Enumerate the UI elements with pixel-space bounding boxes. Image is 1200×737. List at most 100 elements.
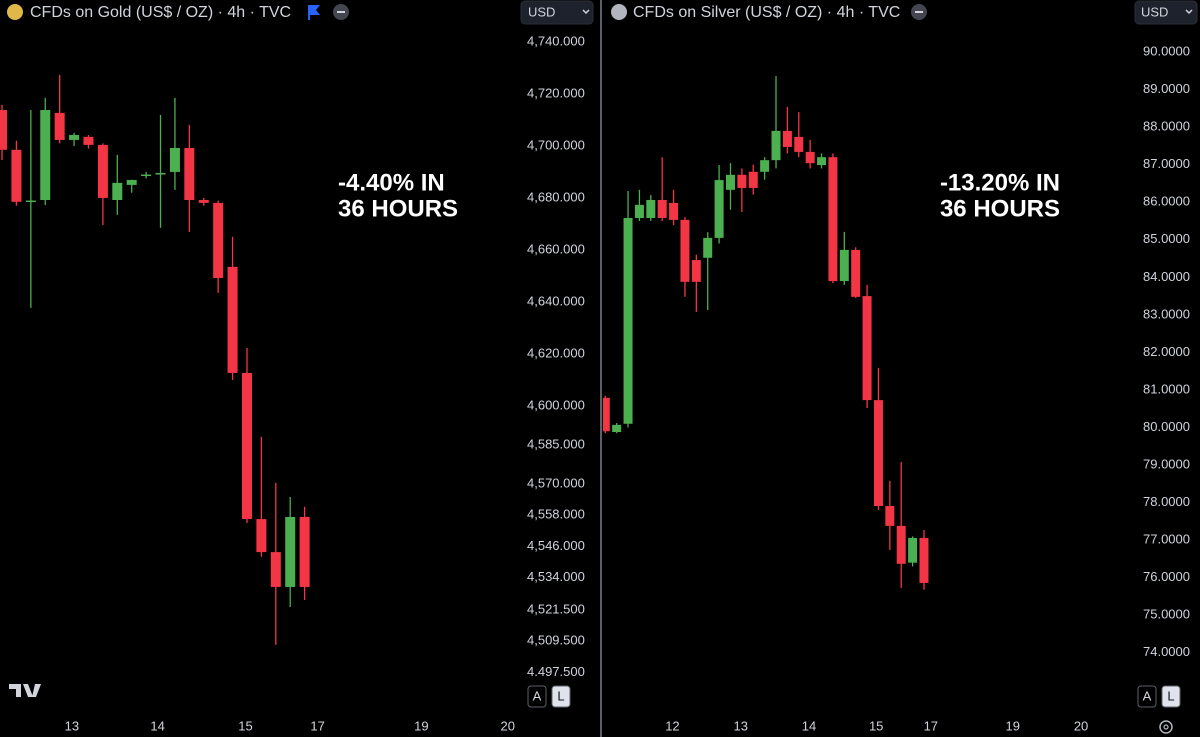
dropdown-chevron	[1185, 9, 1193, 15]
x-tick-label: 17	[310, 718, 324, 733]
candle-body	[817, 157, 827, 166]
y-tick-label: 84.0000	[1143, 269, 1190, 284]
scale-button-label: A	[1143, 688, 1152, 703]
candle-body	[782, 130, 792, 148]
panel-divider	[600, 0, 602, 737]
candle-body	[69, 134, 80, 140]
y-tick-label: 77.0000	[1143, 532, 1190, 547]
x-tick-label: 14	[802, 718, 816, 733]
y-tick-label: 88.0000	[1143, 119, 1190, 134]
y-tick-label: 81.0000	[1143, 381, 1190, 396]
x-tick-label: 14	[150, 718, 164, 733]
x-tick-label: 15	[869, 718, 883, 733]
candle-body	[862, 296, 872, 401]
candle-body	[126, 179, 137, 185]
candle-body	[40, 110, 51, 201]
y-tick-label: 4,620.000	[527, 345, 585, 360]
annotation: -4.40% IN	[338, 169, 445, 196]
annotation: -13.20% IN	[940, 169, 1060, 196]
y-tick-label: 78.0000	[1143, 494, 1190, 509]
candle-body	[657, 199, 667, 218]
candle-body	[603, 397, 610, 432]
y-tick-label: 4,700.000	[527, 137, 585, 152]
y-tick-label: 4,600.000	[527, 397, 585, 412]
collapse-icon	[915, 11, 923, 13]
currency-dropdown[interactable]	[1134, 0, 1198, 25]
tradingview-logo	[9, 684, 41, 697]
y-tick-label: 4,585.000	[527, 436, 585, 451]
x-tick-label: 13	[733, 718, 747, 733]
candle-body	[771, 130, 781, 161]
y-tick-label: 4,497.500	[527, 664, 585, 679]
y-tick-label: 4,660.000	[527, 241, 585, 256]
candle-body	[184, 147, 195, 201]
candles	[603, 76, 929, 590]
y-tick-label: 4,558.000	[527, 507, 585, 522]
candle-body	[285, 516, 296, 587]
candle-body	[623, 217, 633, 424]
x-tick-label: 20	[501, 718, 515, 733]
y-tick-label: 4,680.000	[527, 189, 585, 204]
candle-body	[141, 174, 152, 177]
y-tick-label: 76.0000	[1143, 569, 1190, 584]
candle-body	[299, 516, 310, 587]
x-tick-label: 19	[414, 718, 428, 733]
candle-body	[634, 204, 644, 218]
candle-body	[691, 260, 701, 282]
x-tick-label: 12	[665, 718, 679, 733]
y-tick-label: 87.0000	[1143, 156, 1190, 171]
candle-body	[714, 180, 724, 238]
price-axis: 4,740.000 4,720.000 4,700.000 4,680.000 4,66…	[515, 33, 585, 679]
candle-body	[669, 202, 679, 220]
candle-body	[794, 136, 804, 152]
y-tick-label: 89.0000	[1143, 81, 1190, 96]
candle-body	[851, 249, 861, 297]
scale-button-label: A	[533, 688, 542, 703]
y-tick-label: 90.0000	[1143, 43, 1190, 58]
candle-body	[760, 160, 770, 172]
candle-body	[805, 151, 815, 164]
annotation: 36 HOURS	[940, 195, 1060, 222]
y-tick-label: 85.0000	[1143, 231, 1190, 246]
candle-body	[97, 144, 108, 198]
candle-body	[680, 219, 690, 282]
currency-dropdown[interactable]	[520, 0, 594, 25]
currency-label[interactable]: USD	[1141, 4, 1168, 19]
chart-title: CFDs on Gold (US$ / OZ) · 4h · TVC	[30, 4, 291, 21]
candle-body	[227, 266, 238, 373]
scale-button[interactable]	[551, 685, 571, 708]
x-tick-label: 19	[1006, 718, 1020, 733]
settings-icon	[1163, 724, 1169, 730]
y-tick-label: 4,521.500	[527, 602, 585, 617]
x-tick-label: 15	[238, 718, 252, 733]
scale-button-label: L	[557, 688, 564, 703]
candle-body	[213, 202, 224, 279]
y-tick-label: 79.0000	[1143, 457, 1190, 472]
y-tick-label: 82.0000	[1143, 344, 1190, 359]
candle-body	[828, 157, 838, 282]
silver-icon	[611, 4, 627, 20]
candle-body	[198, 200, 209, 203]
scale-button[interactable]	[527, 685, 547, 708]
x-tick-label: 13	[65, 718, 79, 733]
annotation: 36 HOURS	[338, 195, 458, 222]
y-tick-label: 4,640.000	[527, 293, 585, 308]
scale-button[interactable]	[1161, 685, 1181, 708]
dropdown-chevron	[582, 9, 590, 15]
currency-label[interactable]: USD	[528, 4, 555, 19]
candle-body	[873, 400, 883, 506]
candle-body	[703, 237, 713, 258]
price-axis: 90.0000 89.0000 88.0000 87.0000 86.0000 85.00…	[1130, 43, 1190, 659]
y-tick-label: 74.0000	[1143, 644, 1190, 659]
scale-button[interactable]	[1137, 685, 1157, 708]
candle-body	[256, 519, 267, 553]
candle-body	[737, 174, 747, 188]
y-tick-label: 83.0000	[1143, 306, 1190, 321]
y-tick-label: 86.0000	[1143, 194, 1190, 209]
gold-icon	[7, 4, 23, 20]
y-tick-label: 4,534.000	[527, 569, 585, 584]
candle-body	[0, 110, 8, 150]
settings-button[interactable]	[1159, 720, 1173, 734]
y-tick-label: 4,509.500	[527, 633, 585, 648]
